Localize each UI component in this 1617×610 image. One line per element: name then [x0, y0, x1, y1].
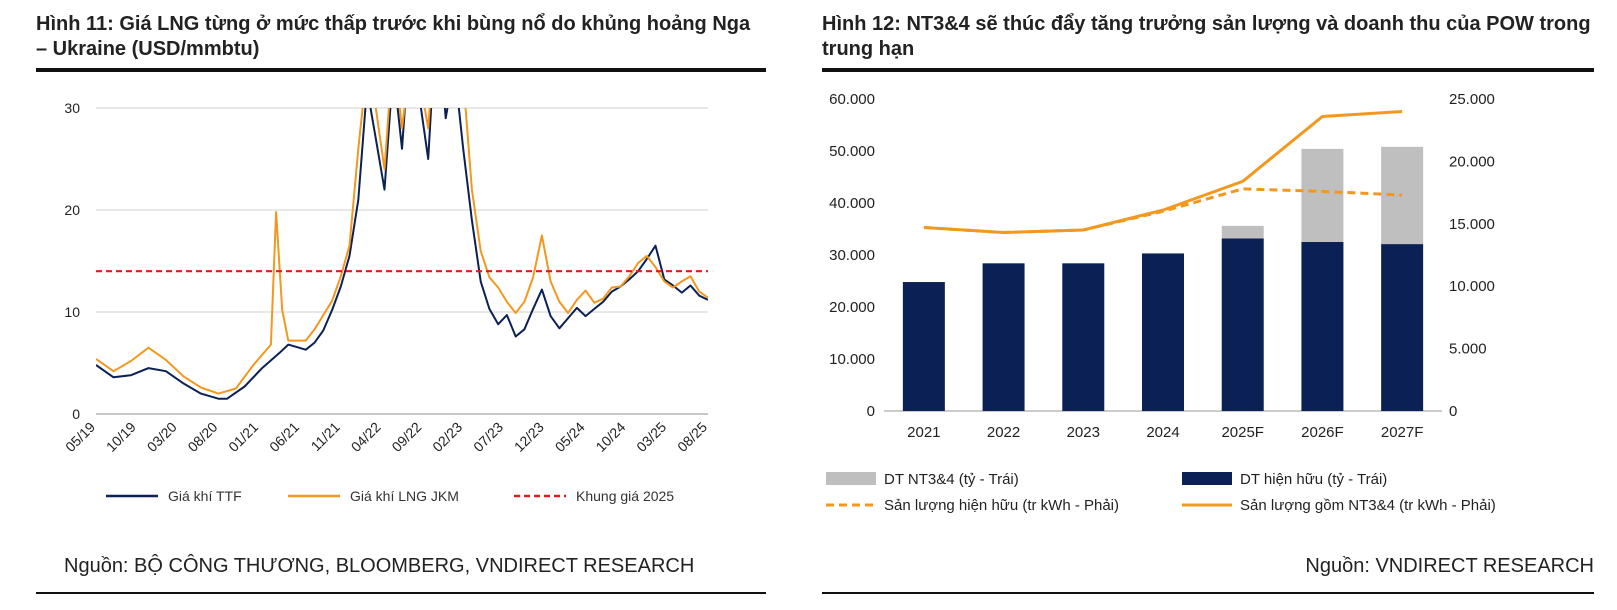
- right-y-tick-label: 20.000: [1449, 153, 1495, 170]
- figure-11-title: Hình 11: Giá LNG từng ở mức thấp trước k…: [36, 13, 751, 60]
- x-tick-label: 2026F: [1301, 424, 1344, 441]
- legend-label: Giá khí TTF: [168, 488, 242, 504]
- x-tick-label: 03/20: [144, 419, 180, 455]
- x-tick-label: 08/20: [184, 419, 220, 455]
- bar-dt-hien-huu: [982, 263, 1025, 411]
- x-tick-label: 09/22: [388, 419, 424, 455]
- x-tick-label: 2027F: [1381, 424, 1424, 441]
- y-tick-label: 10: [64, 304, 80, 320]
- figure-11-source: Nguồn: BỘ CÔNG THƯƠNG, BLOOMBERG, VNDIRE…: [64, 555, 695, 577]
- x-tick-label: 03/25: [633, 419, 669, 455]
- x-tick-label: 10/24: [592, 419, 628, 455]
- x-tick-label: 2024: [1146, 424, 1179, 441]
- x-tick-label: 11/21: [308, 419, 344, 455]
- left-y-tick-label: 60.000: [829, 91, 875, 108]
- bar-dt-hien-huu: [1062, 263, 1105, 411]
- x-tick-label: 01/21: [225, 419, 261, 455]
- right-y-tick-label: 0: [1449, 403, 1457, 420]
- legend-label: Khung giá 2025: [576, 488, 674, 504]
- figure-12-source: Nguồn: VNDIRECT RESEARCH: [1305, 555, 1594, 577]
- line-san-luong-gom-nt34: [923, 110, 1403, 234]
- right-y-tick-label: 15.000: [1449, 216, 1495, 233]
- legend-swatch: [1182, 472, 1232, 485]
- x-tick-label: 08/25: [674, 419, 710, 455]
- x-tick-label: 2022: [987, 424, 1020, 441]
- title-rule: [36, 68, 766, 72]
- left-y-tick-label: 20.000: [829, 299, 875, 316]
- x-tick-label: 06/21: [266, 419, 302, 455]
- title-rule: [822, 68, 1594, 72]
- bar-dt-hien-huu: [1301, 242, 1344, 411]
- left-y-tick-label: 50.000: [829, 143, 875, 160]
- bottom-rule: [36, 592, 766, 594]
- series-line-jkm: [96, 108, 708, 395]
- right-y-tick-label: 5.000: [1449, 341, 1487, 358]
- bottom-rule: [822, 592, 1594, 594]
- bar-dt-hien-huu: [1221, 238, 1264, 411]
- y-tick-label: 20: [64, 202, 80, 218]
- legend-label: Sản lượng hiện hữu (tr kWh - Phải): [884, 497, 1119, 514]
- left-y-tick-label: 10.000: [829, 351, 875, 368]
- right-y-tick-label: 10.000: [1449, 278, 1495, 295]
- pow-revenue-output-chart: 0 10.000 20.000 30.000 40.000 50.000 60.000 0 5.…: [826, 91, 1496, 514]
- right-y-tick-label: 25.000: [1449, 91, 1495, 108]
- legend-swatch: [826, 472, 876, 485]
- figure-11-panel: Hình 11: Giá LNG từng ở mức thấp trước k…: [36, 0, 766, 610]
- bar-dt-hien-huu: [902, 282, 945, 411]
- x-tick-label: 07/23: [470, 419, 506, 455]
- bar-dt-hien-huu: [1142, 253, 1184, 411]
- left-y-tick-label: 0: [867, 403, 875, 420]
- x-tick-label: 04/22: [348, 419, 384, 455]
- legend-label: DT hiện hữu (tỷ - Trái): [1240, 471, 1387, 488]
- x-tick-label: 2023: [1067, 424, 1100, 441]
- x-tick-label: 05/19: [62, 419, 98, 455]
- x-tick-label: 02/23: [429, 419, 465, 455]
- y-tick-label: 30: [64, 100, 80, 116]
- x-tick-label: 12/23: [511, 419, 547, 455]
- figure-12-panel: Hình 12: NT3&4 sẽ thúc đẩy tăng trưởng s…: [822, 0, 1594, 610]
- figure-12-title: Hình 12: NT3&4 sẽ thúc đẩy tăng trưởng s…: [822, 13, 1591, 60]
- legend-label: DT NT3&4 (tỷ - Trái): [884, 471, 1019, 488]
- bar-dt-hien-huu: [1381, 244, 1424, 411]
- left-y-tick-label: 40.000: [829, 195, 875, 212]
- x-tick-label: 05/24: [552, 419, 588, 455]
- bar-dt-nt34: [1221, 225, 1264, 239]
- legend-label: Giá khí LNG JKM: [350, 488, 459, 504]
- y-tick-label: 0: [72, 406, 80, 422]
- left-y-tick-label: 30.000: [829, 247, 875, 264]
- x-tick-label: 2021: [907, 424, 940, 441]
- lng-price-chart: 0 10 20 30 05/19 10/19 03/20 08/20 01/21 06/21 11/…: [62, 100, 710, 504]
- x-tick-label: 10/19: [103, 419, 139, 455]
- x-tick-label: 2025F: [1221, 424, 1264, 441]
- series-group: [96, 108, 708, 400]
- bar-dt-nt34: [1301, 148, 1344, 242]
- legend-label: Sản lượng gồm NT3&4 (tr kWh - Phải): [1240, 497, 1496, 514]
